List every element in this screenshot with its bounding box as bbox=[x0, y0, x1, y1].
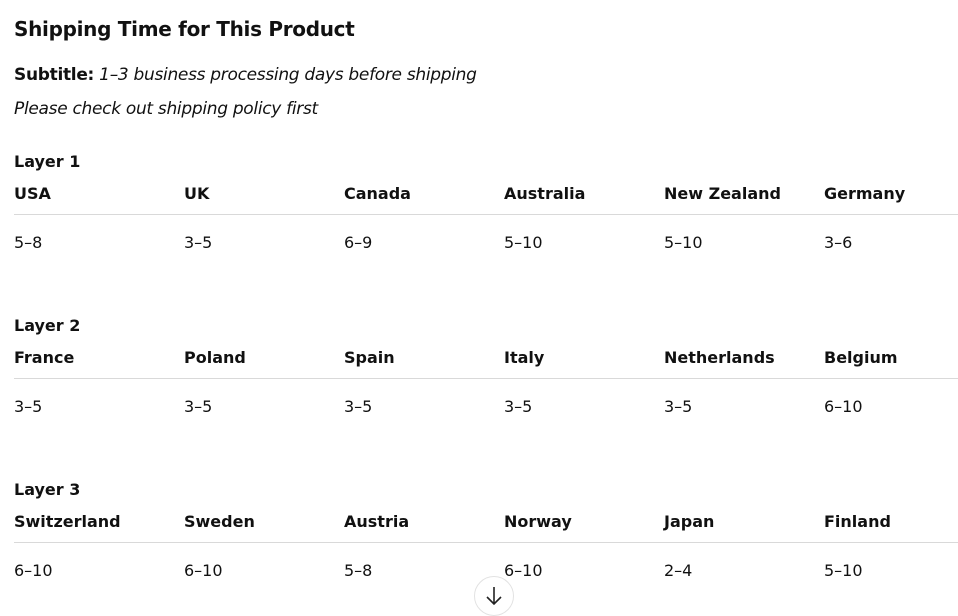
shipping-time-cell: 5–8 bbox=[14, 233, 43, 252]
country-header: Japan bbox=[664, 512, 715, 531]
layer-title: Layer 1 bbox=[14, 152, 81, 171]
country-header: USA bbox=[14, 184, 51, 203]
scroll-down-button[interactable] bbox=[474, 576, 514, 616]
country-header-row: Switzerland Sweden Austria Norway Japan Finla… bbox=[14, 502, 958, 543]
shipping-time-cell: 6–10 bbox=[824, 397, 863, 416]
country-header: Spain bbox=[344, 348, 395, 367]
shipping-time-cell: 3–5 bbox=[504, 397, 533, 416]
country-header-row: USA UK Canada Australia New Zealand Germany bbox=[14, 174, 958, 215]
country-header: New Zealand bbox=[664, 184, 781, 203]
arrow-down-icon bbox=[486, 587, 502, 606]
page-title: Shipping Time for This Product bbox=[14, 17, 355, 41]
shipping-time-cell: 5–10 bbox=[504, 233, 543, 252]
country-header: Germany bbox=[824, 184, 906, 203]
layer-title: Layer 2 bbox=[14, 316, 81, 335]
shipping-time-cell: 3–5 bbox=[184, 397, 213, 416]
country-header: Canada bbox=[344, 184, 411, 203]
layer-section: Layer 3 Switzerland Sweden Austria Norway Jap… bbox=[14, 478, 958, 599]
shipping-time-row: 3–5 3–5 3–5 3–5 3–5 6–10 bbox=[14, 379, 958, 435]
country-header: Poland bbox=[184, 348, 246, 367]
country-header: Finland bbox=[824, 512, 891, 531]
shipping-time-cell: 3–5 bbox=[184, 233, 213, 252]
country-header: France bbox=[14, 348, 75, 367]
shipping-time-cell: 5–10 bbox=[824, 561, 863, 580]
shipping-time-cell: 6–10 bbox=[184, 561, 223, 580]
shipping-time-cell: 6–9 bbox=[344, 233, 373, 252]
country-header: UK bbox=[184, 184, 210, 203]
shipping-time-cell: 3–6 bbox=[824, 233, 853, 252]
subtitle: Subtitle: 1–3 business processing days b… bbox=[14, 63, 477, 87]
shipping-time-row: 6–10 6–10 5–8 6–10 2–4 5–10 bbox=[14, 543, 958, 599]
shipping-time-cell: 6–10 bbox=[14, 561, 53, 580]
country-header: Italy bbox=[504, 348, 545, 367]
country-header: Austria bbox=[344, 512, 410, 531]
country-header: Netherlands bbox=[664, 348, 775, 367]
country-header: Sweden bbox=[184, 512, 255, 531]
subtitle-label: Subtitle: bbox=[14, 65, 95, 85]
country-header: Belgium bbox=[824, 348, 898, 367]
policy-note: Please check out shipping policy first bbox=[14, 99, 318, 119]
country-header-row: France Poland Spain Italy Netherlands Belgium bbox=[14, 338, 958, 379]
layer-section: Layer 2 France Poland Spain Italy Netherlands… bbox=[14, 314, 958, 435]
shipping-time-row: 5–8 3–5 6–9 5–10 5–10 3–6 bbox=[14, 215, 958, 271]
shipping-time-cell: 5–10 bbox=[664, 233, 703, 252]
layer-title: Layer 3 bbox=[14, 480, 81, 499]
shipping-time-cell: 6–10 bbox=[504, 561, 543, 580]
country-header: Norway bbox=[504, 512, 572, 531]
shipping-time-cell: 2–4 bbox=[664, 561, 693, 580]
shipping-time-cell: 3–5 bbox=[14, 397, 43, 416]
subtitle-text: 1–3 business processing days before ship… bbox=[99, 65, 477, 85]
shipping-time-cell: 3–5 bbox=[344, 397, 373, 416]
shipping-time-cell: 3–5 bbox=[664, 397, 693, 416]
shipping-time-cell: 5–8 bbox=[344, 561, 373, 580]
country-header: Switzerland bbox=[14, 512, 121, 531]
layer-section: Layer 1 USA UK Canada Australia New Zealand Ge… bbox=[14, 150, 958, 271]
country-header: Australia bbox=[504, 184, 586, 203]
